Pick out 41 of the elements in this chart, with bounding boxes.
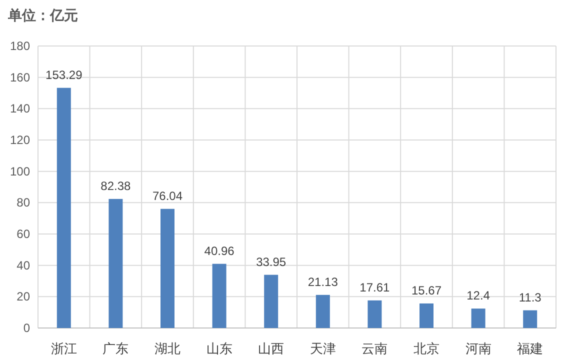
y-tick-label: 20	[16, 290, 30, 304]
data-label: 17.61	[360, 280, 390, 294]
y-axis-title: 单位：亿元	[7, 7, 78, 23]
y-tick-label: 60	[16, 227, 30, 241]
x-tick-label: 山东	[206, 341, 232, 356]
bar	[212, 264, 226, 328]
bar	[471, 308, 486, 328]
bar	[160, 208, 174, 328]
data-label: 40.96	[204, 244, 235, 258]
data-label: 21.13	[308, 274, 338, 289]
x-tick-label: 湖北	[154, 341, 180, 356]
y-tick-label: 120	[10, 133, 30, 147]
bar	[523, 310, 538, 328]
x-tick-label: 广东	[102, 341, 129, 356]
y-tick-label: 40	[16, 258, 30, 272]
x-tick-label: 河南	[465, 341, 492, 356]
data-label: 12.4	[466, 288, 490, 303]
x-tick-label: 天津	[310, 341, 336, 356]
y-tick-label: 100	[10, 164, 30, 178]
y-tick-label: 80	[16, 196, 30, 210]
y-tick-label: 160	[10, 70, 30, 84]
bar	[108, 198, 123, 328]
x-tick-label: 山西	[258, 341, 284, 356]
x-tick-label: 浙江	[50, 341, 77, 356]
data-label: 11.3	[518, 290, 542, 304]
data-label: 76.04	[152, 188, 183, 203]
data-label: 33.95	[256, 254, 286, 269]
bar	[368, 300, 382, 328]
x-tick-label: 云南	[362, 341, 388, 356]
y-tick-label: 0	[23, 321, 30, 335]
bar	[316, 294, 330, 328]
x-tick-label: 北京	[414, 341, 440, 356]
x-tick-label: 福建	[517, 341, 544, 356]
data-label: 15.67	[411, 283, 442, 298]
bar	[420, 303, 434, 328]
y-tick-label: 180	[10, 39, 30, 53]
data-label: 82.38	[100, 178, 132, 193]
data-label: 153.29	[46, 68, 83, 82]
bar	[264, 274, 278, 328]
y-tick-label: 140	[10, 102, 30, 116]
bar	[56, 88, 71, 328]
